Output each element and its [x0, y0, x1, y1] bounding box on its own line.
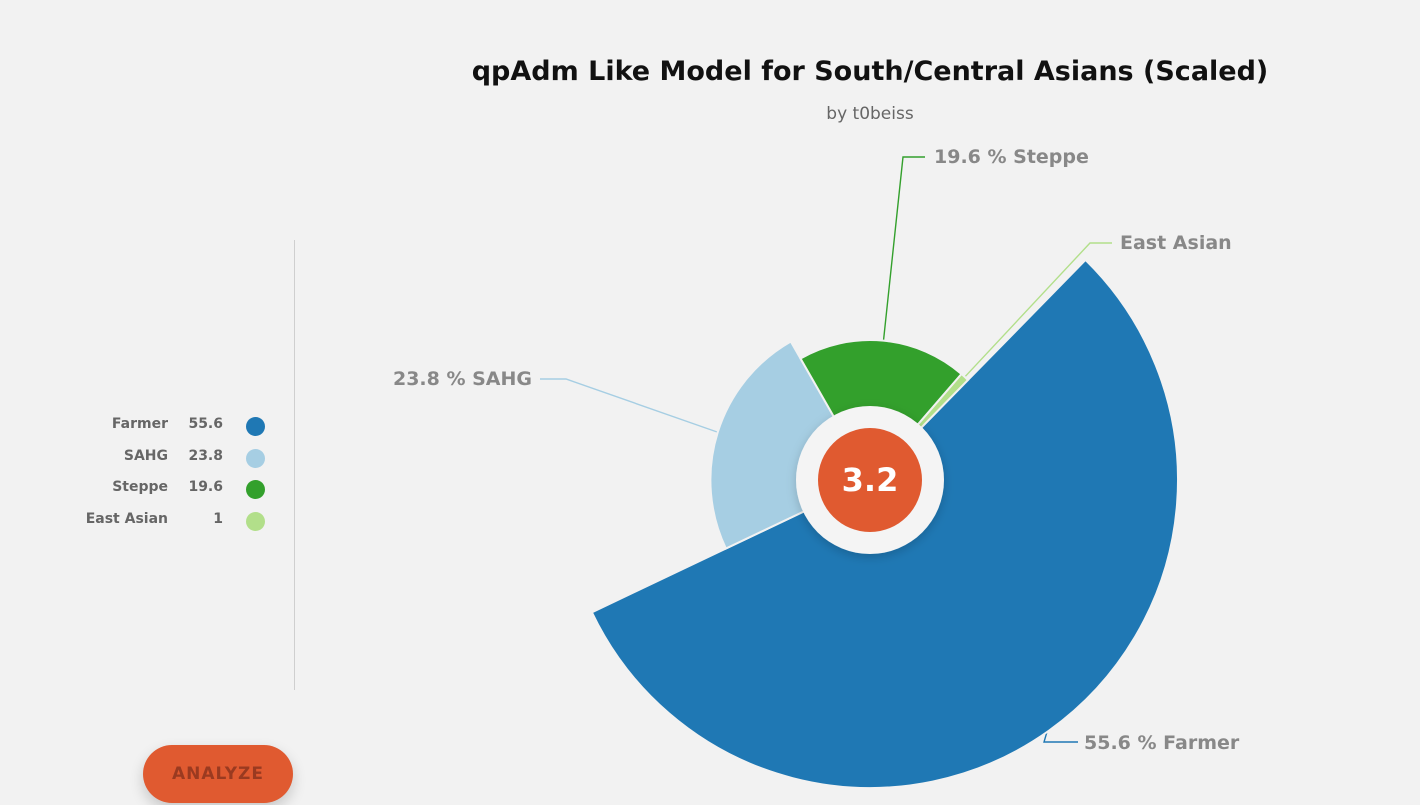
legend-label: SAHG	[123, 447, 168, 464]
legend-dot	[246, 448, 265, 468]
legend-value: 55.6	[188, 416, 223, 432]
chart-title: qpAdm Like Model for South/Central Asian…	[471, 56, 1269, 87]
legend-item-farmer[interactable]: Farmer 55.6	[60, 414, 280, 446]
legend-value: 19.6	[188, 479, 223, 495]
legend-divider	[294, 240, 295, 690]
legend-label: Farmer	[111, 416, 168, 432]
legend-dot	[246, 480, 265, 499]
legend-dot	[246, 417, 265, 436]
legend-value: 23.8	[188, 447, 223, 464]
legend-value: 1	[213, 510, 223, 527]
legend-label: Steppe	[112, 479, 168, 495]
chart-subtitle: by t0beiss	[826, 104, 914, 124]
callout-line-steppe	[882, 156, 925, 343]
center-score-badge: 3.2	[818, 428, 922, 532]
legend: Farmer 55.6 SAHG 23.8 Steppe 19.6 East A…	[60, 414, 280, 540]
legend-item-steppe[interactable]: Steppe 19.6	[60, 477, 280, 509]
analyze-button[interactable]: ANALYZE	[143, 745, 293, 803]
legend-item-sahg[interactable]: SAHG 23.8	[60, 446, 280, 478]
legend-dot	[246, 511, 265, 531]
legend-label: East Asian	[85, 510, 168, 527]
callout-line-sahg	[540, 378, 720, 434]
callout-label-east-asian: East Asian	[1120, 232, 1232, 254]
callout-label-steppe: 19.6 % Steppe	[934, 146, 1089, 168]
callout-label-farmer: 55.6 % Farmer	[1084, 732, 1240, 754]
callout-line-east-asian	[962, 242, 1112, 379]
callout-label-sahg: 23.8 % SAHG	[393, 368, 532, 390]
legend-item-east-asian[interactable]: East Asian 1	[60, 509, 280, 541]
